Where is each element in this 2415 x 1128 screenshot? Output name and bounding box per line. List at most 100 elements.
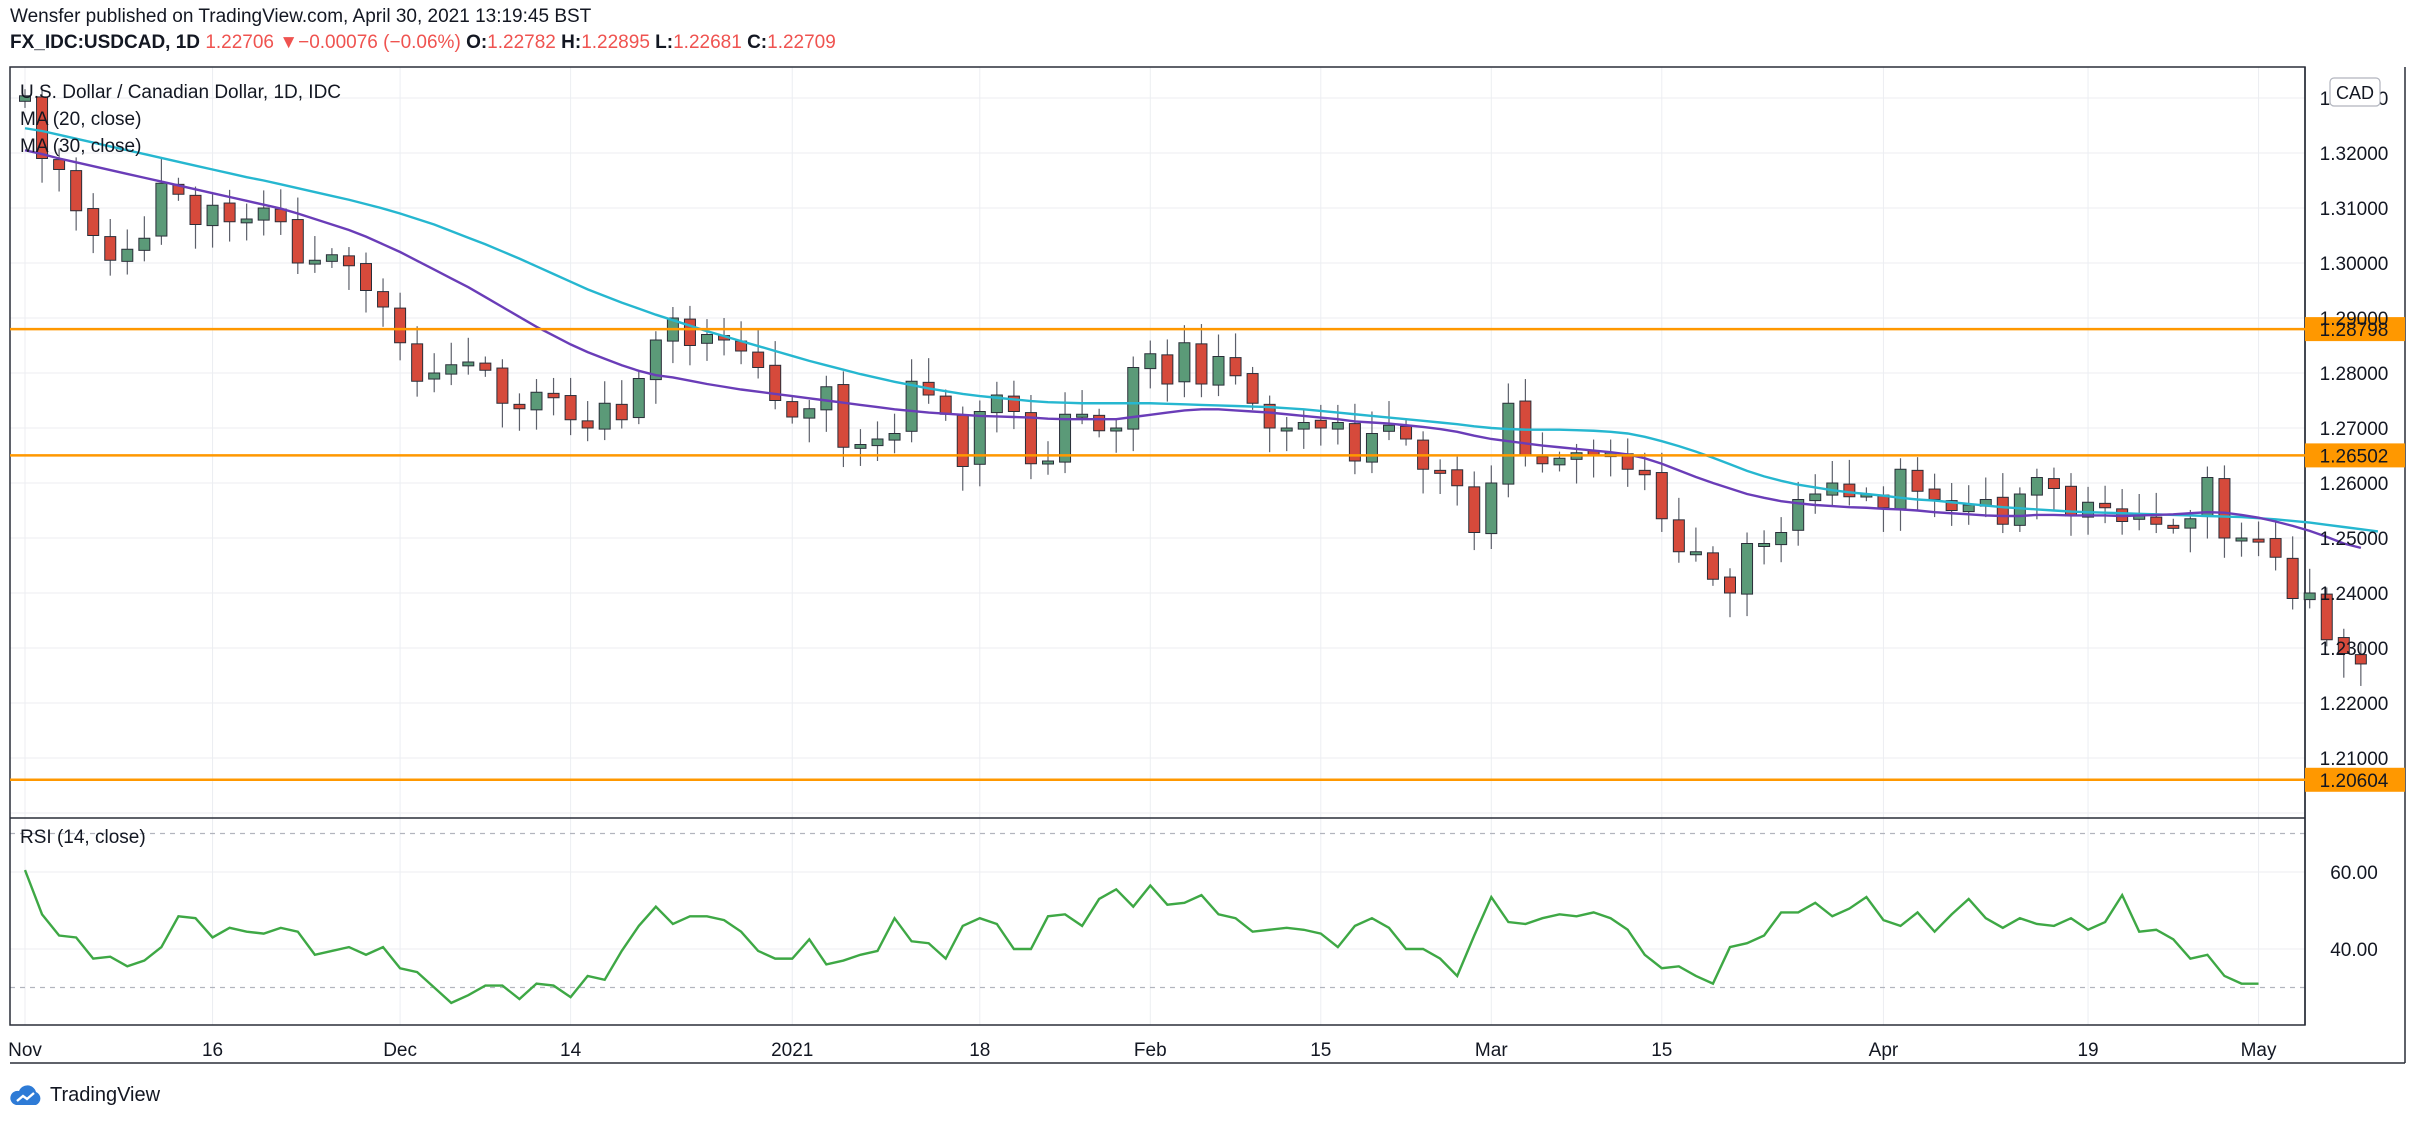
candle-body xyxy=(1502,402,1515,485)
candle-body xyxy=(1331,422,1344,430)
candle-body xyxy=(36,96,49,159)
candle-body xyxy=(1144,353,1157,370)
time-tick-label: 15 xyxy=(1651,1040,1672,1061)
candle-body xyxy=(854,444,867,449)
time-tick-label: Dec xyxy=(383,1040,417,1061)
ma20-line xyxy=(24,149,2362,550)
candle-body xyxy=(1689,551,1702,556)
candle-body xyxy=(905,380,918,432)
candle-body xyxy=(496,367,509,404)
candle-body xyxy=(411,343,424,382)
candle-body xyxy=(615,403,628,421)
candle-body xyxy=(394,307,407,344)
tradingview-logo[interactable]: TradingView xyxy=(8,1084,160,1107)
candle-body xyxy=(888,433,901,441)
candle-body xyxy=(1024,412,1037,465)
candle-body xyxy=(2184,518,2197,529)
candle-body xyxy=(342,255,355,267)
candle-body xyxy=(274,208,287,223)
candle-body xyxy=(956,414,969,468)
level-price-tag xyxy=(2305,443,2405,468)
candle-body xyxy=(1383,424,1395,432)
candle-body xyxy=(786,401,799,418)
candle-body xyxy=(547,392,560,399)
candle-body xyxy=(1314,419,1327,429)
candle-body xyxy=(2252,538,2265,543)
time-tick-label: Feb xyxy=(1134,1040,1167,1061)
candle-body xyxy=(564,395,577,421)
candle-body xyxy=(240,218,253,224)
candle-body xyxy=(1263,403,1276,429)
last-price: 1.22706 xyxy=(205,32,274,53)
candle-body xyxy=(1792,499,1805,531)
candle-body xyxy=(1212,356,1225,386)
candle-body xyxy=(87,208,100,237)
candle-body xyxy=(2303,592,2316,601)
ma30-line xyxy=(24,127,2379,533)
candle-body xyxy=(1400,425,1413,440)
open-value: 1.22782 xyxy=(487,32,556,53)
price-tick-label: 1.32000 xyxy=(2320,144,2389,165)
candle-body xyxy=(1229,357,1242,377)
candle-body xyxy=(257,207,270,221)
currency-badge xyxy=(2329,77,2381,107)
candle-body xyxy=(2150,516,2163,525)
candle-body xyxy=(1468,486,1481,534)
candle-body xyxy=(1076,413,1089,418)
price-tick-label: 1.26000 xyxy=(2320,474,2389,495)
time-tick-label: 18 xyxy=(969,1040,990,1061)
candle-body xyxy=(479,362,492,371)
candle-body xyxy=(2047,478,2060,490)
candle-body xyxy=(1127,367,1140,430)
candle-body xyxy=(752,351,765,369)
candle-body xyxy=(1945,500,1958,512)
currency-badge-label: CAD xyxy=(2336,83,2374,103)
candle-body xyxy=(223,202,236,223)
candle-body xyxy=(2286,557,2299,599)
candle-body xyxy=(1059,413,1072,463)
candle-body xyxy=(581,420,594,429)
time-tick-label: 19 xyxy=(2077,1040,2098,1061)
tradingview-cloud-icon xyxy=(10,1084,41,1105)
close-label: C: xyxy=(747,32,768,53)
candle-body xyxy=(462,361,475,367)
level-price-label: 1.20604 xyxy=(2320,771,2389,792)
price-tick-label: 1.30000 xyxy=(2320,254,2389,275)
candle-body xyxy=(360,263,372,291)
price-tick-label: 1.22000 xyxy=(2320,694,2389,715)
candle-body xyxy=(973,411,986,465)
candle-body xyxy=(2269,538,2282,558)
close-value: 1.22709 xyxy=(767,32,836,53)
time-tick-label: Mar xyxy=(1475,1040,1508,1061)
change-arrow-icon: ▼ xyxy=(279,32,299,53)
candle-body xyxy=(837,384,850,448)
candle-body xyxy=(1280,427,1293,432)
candle-body xyxy=(104,236,117,261)
price-tick-label: 1.25000 xyxy=(2320,529,2389,550)
candle-body xyxy=(53,159,66,171)
rsi-line xyxy=(23,869,2259,1005)
candle-body xyxy=(632,378,645,419)
price-tick-label: 1.21000 xyxy=(2320,749,2389,770)
candle-body xyxy=(871,438,884,447)
candle-body xyxy=(1536,456,1549,465)
chart-frame xyxy=(9,66,2306,1026)
candle-body xyxy=(2167,524,2180,529)
candle-body xyxy=(325,254,338,262)
candle-body xyxy=(2082,501,2095,518)
candle-body xyxy=(1519,400,1532,456)
candle-body xyxy=(1451,469,1464,487)
time-tick-label: 16 xyxy=(202,1040,223,1061)
candle-body xyxy=(1042,460,1054,465)
candle-body xyxy=(1962,504,1975,513)
publisher-line: Wensfer published on TradingView.com, Ap… xyxy=(10,6,592,27)
candle-body xyxy=(1996,496,2009,525)
candle-body xyxy=(206,204,219,227)
candle-body xyxy=(1297,422,1310,430)
price-tick-label: 1.23000 xyxy=(2320,639,2389,660)
chart-title: U.S. Dollar / Canadian Dollar, 1D, IDC xyxy=(20,82,342,103)
candle-body xyxy=(70,170,83,212)
level-price-tag xyxy=(2305,767,2405,792)
price-change: −0.00076 (−0.06%) xyxy=(298,32,461,53)
